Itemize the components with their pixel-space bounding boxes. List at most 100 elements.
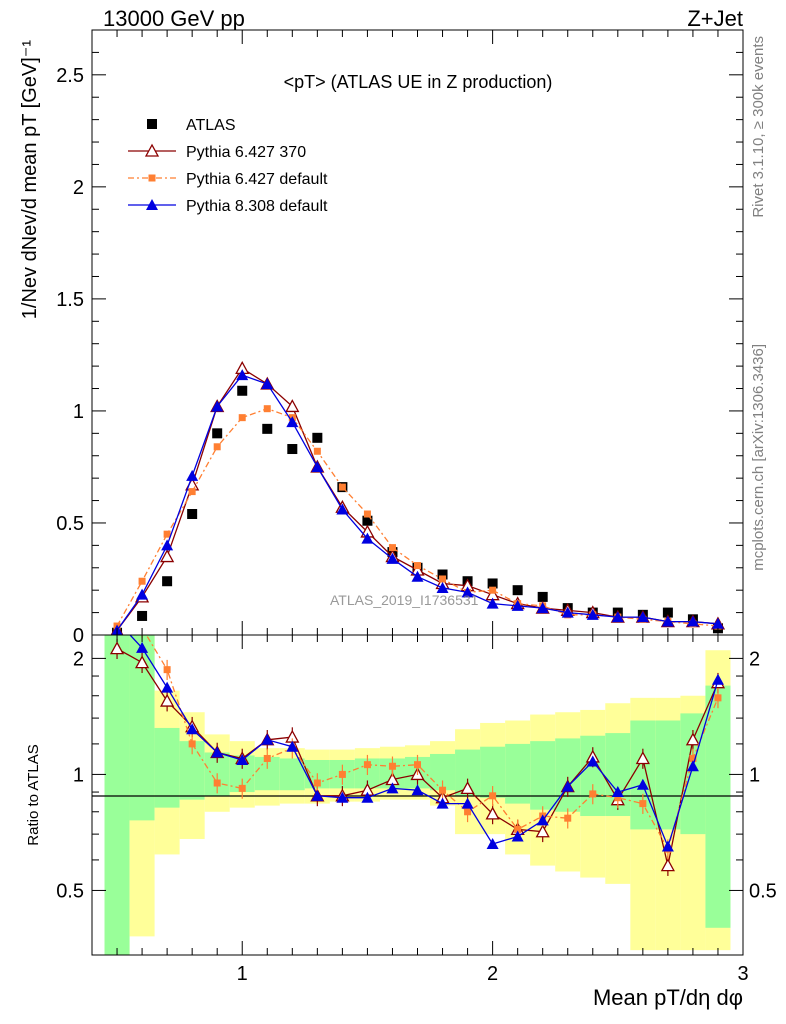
ratio-point-pythia-6-427-default	[114, 605, 121, 612]
ratio-point-pythia-6-427-default	[564, 814, 572, 822]
band-inner	[505, 743, 531, 804]
ratio-point-pythia-8-308-default	[411, 784, 424, 796]
data-point-pythia-6-427-default	[363, 510, 371, 518]
x-tick-label: 1	[237, 963, 248, 985]
data-point-pythia-6-427-370	[160, 549, 175, 563]
data-point-pythia-8-308-default	[161, 539, 174, 551]
ratio-point-pythia-6-427-default	[639, 800, 647, 808]
data-point-pythia-8-308-default	[636, 611, 649, 623]
ratio-point-pythia-6-427-default	[338, 770, 346, 778]
data-point-pythia-8-308-default	[436, 581, 449, 593]
ratio-series-group	[109, 605, 726, 876]
y-tick-label: 1	[73, 401, 84, 423]
ratio-point-pythia-8-308-default	[286, 740, 299, 752]
data-point-atlas	[437, 569, 448, 580]
ratio-panel: 0.5 0.5 1 1 2 2 1 2 3	[56, 605, 777, 985]
ratio-point-pythia-6-427-370	[160, 693, 175, 707]
ratio-point-pythia-6-427-370	[485, 806, 500, 820]
legend-label: Pythia 6.427 370	[186, 144, 306, 161]
main-panel: 0 0.5 1 1.5 2 2.5	[56, 29, 744, 647]
data-point-pythia-8-308-default	[186, 469, 199, 481]
data-point-pythia-8-308-default	[611, 611, 624, 623]
data-point-pythia-8-308-default	[661, 615, 674, 627]
ratio-point-pythia-6-427-default	[414, 761, 421, 769]
ratio-point-pythia-6-427-default	[163, 666, 171, 674]
ratio-point-pythia-6-427-370	[109, 641, 125, 655]
data-point-pythia-6-427-default	[263, 405, 271, 413]
ratio-point-pythia-8-308-default	[661, 840, 674, 852]
data-point-pythia-6-427-default	[213, 443, 221, 451]
y-tick-label: 0.5	[56, 513, 84, 535]
ratio-point-pythia-8-308-default	[161, 681, 174, 693]
data-point-atlas	[237, 385, 248, 396]
data-point-pythia-8-308-default	[236, 369, 249, 381]
legend-marker	[144, 143, 160, 157]
y-tick-label: 1.5	[56, 289, 84, 311]
legend-item: Pythia 8.308 default	[128, 198, 328, 215]
ratio-point-pythia-8-308-default	[136, 641, 149, 653]
data-point-pythia-8-308-default	[211, 400, 224, 412]
header-energy: 13000 GeV pp	[103, 6, 245, 31]
data-point-atlas	[187, 509, 198, 519]
ratio-y-axis-label: Ratio to ATLAS	[25, 744, 42, 845]
data-point-pythia-6-427-default	[414, 562, 421, 570]
data-point-atlas	[287, 444, 298, 455]
ratio-point-pythia-6-427-default	[714, 694, 722, 702]
data-point-pythia-8-308-default	[461, 586, 474, 598]
band-inner	[154, 727, 180, 808]
ratio-point-pythia-8-308-default	[236, 753, 249, 765]
x-tick-label: 2	[487, 963, 498, 985]
ratio-point-pythia-6-427-370	[134, 655, 150, 669]
ratio-y-tick-label: 0.5	[56, 880, 84, 902]
ratio-point-pythia-6-427-default	[388, 762, 396, 770]
ratio-point-pythia-8-308-default	[611, 786, 624, 798]
data-point-pythia-8-308-default	[686, 615, 699, 627]
data-point-pythia-6-427-default	[388, 544, 396, 552]
ratio-point-pythia-8-308-default	[311, 789, 324, 801]
ratio-y-tick-label-right: 2	[749, 648, 760, 670]
ratio-point-pythia-8-308-default	[261, 733, 274, 745]
legend-marker	[148, 174, 156, 182]
data-point-pythia-8-308-default	[561, 606, 574, 618]
legend-label: Pythia 6.427 default	[186, 171, 328, 188]
band-inner	[104, 635, 130, 955]
ratio-point-pythia-8-308-default	[686, 760, 699, 772]
ratio-point-pythia-6-427-default	[589, 790, 597, 798]
data-point-atlas	[212, 428, 223, 439]
band-inner	[555, 738, 581, 812]
ratio-point-pythia-6-427-default	[489, 792, 497, 800]
data-point-atlas	[312, 432, 323, 443]
data-point-pythia-8-308-default	[361, 532, 374, 544]
legend-marker	[146, 199, 158, 210]
ratio-y-tick-label-right: 0.5	[749, 880, 777, 902]
data-point-pythia-8-308-default	[286, 416, 299, 428]
main-series-group	[110, 360, 726, 635]
ratio-point-pythia-6-427-default	[439, 786, 447, 794]
data-point-pythia-8-308-default	[311, 460, 324, 472]
data-point-atlas	[537, 591, 548, 602]
ratio-point-pythia-6-427-default	[313, 779, 321, 787]
data-point-pythia-6-427-default	[313, 447, 321, 455]
x-axis-label: Mean pT/dη dφ	[593, 985, 743, 1010]
ratio-point-pythia-8-308-default	[211, 746, 224, 758]
data-point-pythia-8-308-default	[386, 552, 399, 564]
data-point-atlas	[137, 610, 148, 621]
ratio-point-pythia-8-308-default	[461, 797, 474, 809]
ratio-point-pythia-8-308-default	[361, 791, 374, 803]
data-point-pythia-8-308-default	[511, 599, 524, 611]
analysis-watermark: ATLAS_2019_I1736531	[330, 592, 479, 608]
legend-marker	[147, 119, 157, 129]
ratio-y-tick-label: 2	[73, 648, 84, 670]
y-tick-label: 2.5	[56, 65, 84, 87]
data-point-pythia-8-308-default	[536, 602, 549, 614]
data-point-pythia-6-427-default	[439, 575, 447, 583]
data-point-pythia-6-427-default	[163, 530, 171, 538]
data-point-pythia-6-427-default	[138, 577, 146, 585]
ratio-point-pythia-8-308-default	[586, 755, 599, 767]
ratio-point-pythia-8-308-default	[636, 778, 649, 790]
main-y-axis-label: 1/Nev dNev/d mean pT [GeV]⁻¹	[19, 40, 41, 320]
ratio-point-pythia-8-308-default	[561, 780, 574, 792]
ratio-y-tick-label: 1	[73, 764, 84, 786]
band-inner	[655, 720, 681, 830]
